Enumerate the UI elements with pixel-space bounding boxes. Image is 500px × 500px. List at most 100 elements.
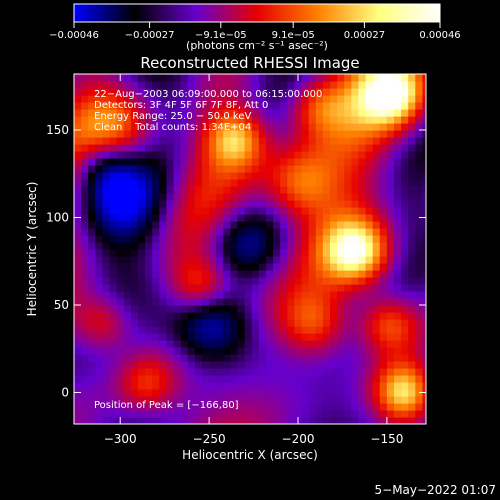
- heatmap-cell: [102, 228, 111, 236]
- heatmap-cell: [351, 116, 360, 124]
- heatmap-cell: [322, 179, 331, 187]
- heatmap-cell: [301, 361, 310, 369]
- heatmap-cell: [344, 151, 352, 159]
- heatmap-cell: [173, 137, 182, 145]
- heatmap-cell: [138, 95, 146, 103]
- heatmap-cell: [294, 333, 303, 341]
- heatmap-cell: [109, 396, 118, 404]
- heatmap-cell: [280, 165, 288, 173]
- heatmap-cell: [337, 375, 345, 383]
- heatmap-cell: [159, 88, 168, 96]
- heatmap-cell: [116, 242, 125, 250]
- heatmap-cell: [401, 165, 409, 173]
- heatmap-cell: [408, 256, 416, 264]
- heatmap-cell: [280, 221, 288, 229]
- heatmap-cell: [301, 81, 310, 89]
- heatmap-cell: [358, 207, 367, 215]
- heatmap-cell: [74, 326, 82, 334]
- heatmap-cell: [315, 81, 324, 89]
- heatmap-cell: [308, 193, 317, 201]
- heatmap-cell: [315, 228, 324, 236]
- heatmap-cell: [145, 326, 153, 334]
- heatmap-cell: [88, 130, 96, 138]
- heatmap-cell: [180, 123, 189, 131]
- heatmap-cell: [273, 333, 281, 341]
- heatmap-cell: [372, 249, 381, 257]
- heatmap-cell: [187, 151, 196, 159]
- heatmap-cell: [109, 263, 118, 271]
- heatmap-cell: [209, 214, 217, 222]
- heatmap-cell: [74, 284, 82, 292]
- heatmap-cell: [408, 179, 416, 187]
- heatmap-cell: [130, 144, 139, 152]
- heatmap-cell: [337, 340, 345, 348]
- heatmap-cell: [173, 179, 182, 187]
- heatmap-cell: [308, 207, 317, 215]
- heatmap-cell: [358, 158, 367, 166]
- heatmap-cell: [266, 81, 274, 89]
- heatmap-cell: [315, 291, 324, 299]
- heatmap-cell: [194, 137, 203, 145]
- heatmap-cell: [194, 361, 203, 369]
- heatmap-cell: [266, 340, 274, 348]
- heatmap-cell: [152, 95, 160, 103]
- heatmap-cell: [358, 319, 367, 327]
- heatmap-cell: [379, 396, 388, 404]
- heatmap-cell: [166, 312, 175, 320]
- heatmap-cell: [123, 270, 132, 278]
- heatmap-cell: [287, 305, 296, 313]
- heatmap-cell: [81, 347, 89, 355]
- heatmap-cell: [145, 263, 153, 271]
- heatmap-cell: [322, 403, 331, 411]
- heatmap-cell: [81, 319, 89, 327]
- heatmap-cell: [280, 361, 288, 369]
- heatmap-cell: [230, 130, 239, 138]
- heatmap-cell: [109, 137, 118, 145]
- heatmap-cell: [365, 109, 374, 117]
- heatmap-cell: [159, 81, 168, 89]
- heatmap-cell: [330, 228, 338, 236]
- heatmap-cell: [266, 347, 274, 355]
- heatmap-cell: [372, 417, 381, 424]
- heatmap-cell: [216, 375, 224, 383]
- heatmap-cell: [173, 298, 182, 306]
- heatmap-cell: [116, 256, 125, 264]
- heatmap-cell: [330, 326, 338, 334]
- heatmap-cell: [173, 389, 182, 397]
- heatmap-cell: [223, 319, 232, 327]
- heatmap-cell: [322, 319, 331, 327]
- heatmap-cell: [88, 249, 96, 257]
- heatmap-cell: [251, 410, 260, 418]
- heatmap-cell: [216, 298, 224, 306]
- heatmap-cell: [202, 228, 210, 236]
- heatmap-cell: [315, 151, 324, 159]
- heatmap-cell: [166, 256, 175, 264]
- heatmap-cell: [408, 277, 416, 285]
- heatmap-cell: [194, 116, 203, 124]
- heatmap-cell: [337, 221, 345, 229]
- heatmap-cell: [330, 333, 338, 341]
- heatmap-cell: [280, 326, 288, 334]
- heatmap-cell: [209, 277, 217, 285]
- heatmap-cell: [266, 151, 274, 159]
- heatmap-cell: [273, 95, 281, 103]
- heatmap-cell: [166, 235, 175, 243]
- heatmap-cell: [337, 403, 345, 411]
- heatmap-cell: [394, 340, 402, 348]
- heatmap-cell: [74, 81, 82, 89]
- heatmap-cell: [159, 410, 168, 418]
- heatmap-cell: [251, 102, 260, 110]
- heatmap-cell: [88, 368, 96, 376]
- heatmap-cell: [422, 116, 426, 124]
- heatmap-cell: [401, 193, 409, 201]
- heatmap-cell: [145, 137, 153, 145]
- heatmap-cell: [180, 158, 189, 166]
- heatmap-cell: [337, 102, 345, 110]
- heatmap-cell: [166, 319, 175, 327]
- heatmap-cell: [194, 242, 203, 250]
- heatmap-cell: [415, 158, 424, 166]
- heatmap-cell: [315, 284, 324, 292]
- heatmap-cell: [408, 200, 416, 208]
- heatmap-cell: [266, 221, 274, 229]
- heatmap-cell: [116, 375, 125, 383]
